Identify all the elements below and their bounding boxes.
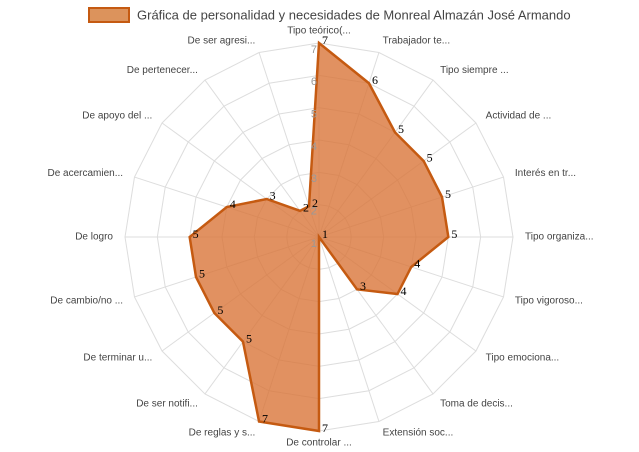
data-label: 3 [270, 189, 276, 203]
data-label: 2 [303, 201, 309, 215]
category-label: De terminar u... [83, 353, 152, 364]
data-label: 7 [322, 421, 328, 435]
legend-swatch [88, 7, 130, 23]
data-label: 4 [414, 257, 420, 271]
data-label: 7 [322, 33, 328, 47]
category-label: De ser agresi... [188, 36, 256, 47]
category-label: De apoyo del ... [82, 111, 152, 122]
data-label: 3 [360, 279, 366, 293]
tick-label: 2 [311, 206, 317, 218]
category-label: Tipo emociona... [486, 353, 560, 364]
tick-label: 4 [311, 141, 317, 153]
category-label: De logro [75, 232, 113, 243]
tick-label: 5 [311, 109, 317, 121]
legend-label: Gráfica de personalidad y necesidades de… [137, 7, 571, 22]
series-area [188, 40, 450, 433]
tick-label: 1 [311, 238, 317, 250]
category-label: Tipo organiza... [525, 232, 594, 243]
category-label: Interés en tr... [515, 168, 576, 179]
data-label: 7 [262, 411, 268, 425]
data-label: 4 [230, 197, 236, 211]
data-label: 5 [199, 267, 205, 281]
spoke [318, 236, 380, 422]
data-label: 5 [445, 187, 451, 201]
data-label: 5 [193, 227, 199, 241]
category-label: De cambio/no ... [50, 295, 123, 306]
category-label: De ser notifi... [136, 398, 198, 409]
category-label: Tipo vigoroso... [515, 295, 583, 306]
data-label: 5 [246, 331, 252, 345]
data-label: 2 [312, 196, 318, 210]
category-label: Toma de decis... [440, 398, 513, 409]
data-label: 5 [217, 303, 223, 317]
category-label: Actividad de ... [486, 111, 552, 122]
category-label: Extensión soc... [383, 428, 454, 439]
category-label: Tipo siempre ... [440, 65, 509, 76]
data-label: 4 [400, 284, 406, 298]
tick-label: 7 [311, 44, 317, 56]
tick-label: 6 [311, 76, 317, 88]
tick-label: 3 [311, 173, 317, 185]
category-label: De acercamien... [47, 168, 123, 179]
category-label: Trabajador te... [383, 36, 450, 47]
data-label: 5 [427, 151, 433, 165]
category-label: De reglas y s... [189, 428, 256, 439]
data-label: 5 [398, 122, 404, 136]
category-label: De controlar ... [286, 438, 352, 449]
category-label: De pertenecer... [127, 65, 198, 76]
category-label: Tipo teórico(... [287, 26, 351, 37]
data-label: 1 [322, 227, 328, 241]
data-label: 5 [451, 227, 457, 241]
data-label: 6 [372, 73, 378, 87]
